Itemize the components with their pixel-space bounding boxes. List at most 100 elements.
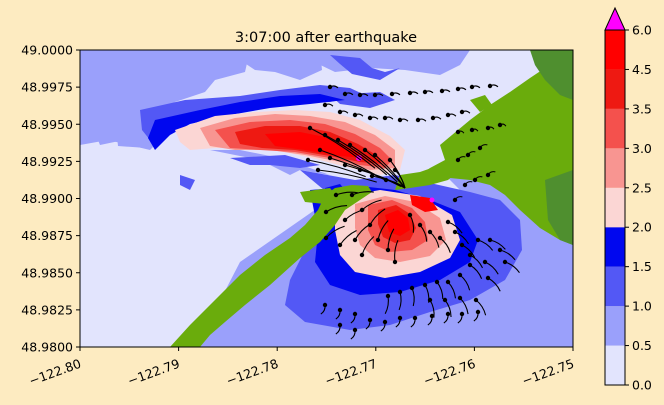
drifter [359,207,365,213]
drifter [352,327,358,333]
drifter [462,182,468,188]
colorbar-tick-label: 6.0 [632,23,652,38]
drifter [487,83,493,89]
y-tick-label: 48.9825 [21,302,73,317]
drifter [430,115,436,121]
drifter [372,92,378,98]
drifter [337,322,343,328]
drifter [477,145,483,151]
drifter [359,252,365,258]
colorbar-band [605,30,625,70]
drift-track [307,159,366,178]
drifter [469,127,475,133]
drifter [342,217,348,223]
drifter [305,157,311,163]
land-highland [530,50,573,245]
drift-track [349,144,398,183]
drifter [459,242,465,248]
drifter [382,319,388,325]
drifter [429,313,435,319]
colorbar-extend-arrow [604,6,626,31]
drifter [322,132,328,138]
drifter [307,125,313,131]
drifter [382,115,388,121]
drifter [317,147,323,153]
drifter [417,222,423,228]
y-tick-label: 48.9925 [21,154,73,169]
drifter [369,173,375,179]
y-tick-label: 48.9800 [21,340,73,355]
drifter [467,252,473,258]
drifter [352,112,358,118]
drifter [497,122,503,128]
y-tick-label: 48.9975 [21,80,73,95]
colorbar-tick-label: 4.5 [632,62,652,77]
drifter [385,247,391,253]
drifter [322,302,328,308]
drift-track [324,134,376,169]
drifter [397,117,403,123]
drifter [352,311,358,317]
drifter [337,109,343,115]
drifter [367,222,373,228]
drifter [445,112,451,118]
colorbar-frame [604,30,626,386]
drifter [452,197,458,203]
colorbar-tick-label: 3.0 [632,141,652,156]
colorbar-tick-label: 2.5 [632,180,652,195]
drift-track [309,127,362,161]
drifter [475,309,481,315]
drifter [412,315,418,321]
drifter [502,259,508,265]
drifter [485,172,491,178]
y-axis: 48.9800 48.9825 48.9850 48.9875 48.9900 48.99… [21,43,80,355]
surge-band-4.5-6.0 [265,132,438,236]
drifter [422,89,428,95]
drifter [469,84,475,90]
drifter [385,293,391,299]
drifter [467,262,473,268]
drifter [452,229,458,235]
drifter [342,162,348,168]
colorbar-band [605,266,625,307]
y-tick-label: 49.0000 [21,43,73,58]
drifter [362,147,368,153]
colorbar-tick-label: 0.0 [632,378,652,393]
drifter [383,177,389,183]
drifter [455,129,461,135]
x-axis: −122.80 −122.79 −122.78 −122.77 −122.76 −122.… [27,347,576,388]
drifter [392,259,398,265]
drifter [437,235,443,241]
drifter [459,311,465,317]
drifter [485,125,491,131]
land-mass [170,50,573,347]
y-tick-label: 48.9900 [21,191,73,206]
y-tick-label: 48.9950 [21,117,73,132]
drifter [427,297,433,303]
colorbar-band [605,108,625,149]
drifter [315,167,321,173]
colorbar-band [605,345,625,385]
drifter [357,92,363,98]
drifter [327,84,333,90]
drifter [342,91,348,97]
drifter [349,192,355,198]
colorbar-band [605,69,625,109]
drifter [337,307,343,313]
drifter [357,167,363,173]
drifter [327,155,333,161]
y-tick-label: 48.9850 [21,265,73,280]
drifter [322,102,328,108]
drifter [422,282,428,288]
drifter [482,259,488,265]
map-area [80,50,573,347]
drifter [409,285,415,291]
colorbar-band [605,187,625,228]
drifter [347,142,353,148]
plot-title: 3:07:00 after earthquake [235,30,417,46]
drifter [439,88,445,94]
drifter [445,219,451,225]
colorbar-tick-label: 1.5 [632,259,652,274]
drift-track [319,149,376,175]
drifter [442,297,448,303]
